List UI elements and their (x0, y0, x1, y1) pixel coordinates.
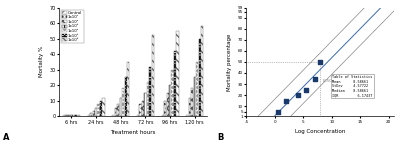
Bar (117, 104, 120, 116)
Bar (174, 51, 176, 116)
Bar (68, 115, 70, 116)
Bar (75, 115, 78, 116)
Bar (142, 101, 144, 116)
Bar (201, 26, 203, 116)
Bar (144, 93, 146, 116)
Bar (186, 115, 188, 116)
Bar (63, 115, 65, 116)
Point (283, 100, 290, 102)
Point (303, 88, 309, 91)
Point (274, 111, 281, 113)
Point (317, 61, 324, 63)
Bar (147, 82, 149, 116)
Bar (102, 98, 105, 116)
Bar (125, 77, 127, 116)
Bar (169, 85, 171, 116)
Bar (65, 115, 68, 116)
Text: LC50: LC50 (322, 79, 332, 83)
X-axis label: Treatment hours: Treatment hours (110, 130, 156, 135)
Bar (127, 62, 129, 116)
Y-axis label: Mortality percentage: Mortality percentage (227, 33, 232, 91)
Bar (70, 115, 72, 116)
Bar (166, 93, 169, 116)
Bar (73, 115, 75, 116)
Bar (152, 35, 154, 116)
Bar (88, 115, 90, 116)
Bar (137, 115, 139, 116)
Bar (100, 101, 102, 116)
Bar (189, 98, 191, 116)
Bar (194, 77, 196, 116)
Point (312, 77, 318, 80)
Bar (112, 115, 114, 116)
X-axis label: Log Concentration: Log Concentration (295, 129, 346, 134)
Bar (172, 70, 174, 116)
Bar (122, 88, 124, 116)
Bar (90, 113, 92, 116)
Bar (140, 104, 142, 116)
Bar (78, 115, 80, 116)
Bar (95, 108, 97, 116)
Y-axis label: Mortality %: Mortality % (39, 46, 44, 77)
Bar (98, 104, 100, 116)
Bar (176, 31, 179, 116)
Text: A: A (3, 133, 9, 142)
Bar (92, 111, 95, 116)
Bar (162, 115, 164, 116)
Point (294, 94, 301, 96)
Bar (120, 98, 122, 116)
Bar (196, 62, 198, 116)
Bar (115, 108, 117, 116)
Text: B: B (217, 133, 223, 142)
Bar (149, 67, 152, 116)
Text: Table of Statistics
Mean      8.58661
StDev     4.57722
Median    8.58661
IQR   : Table of Statistics Mean 8.58661 StDev 4… (332, 75, 373, 97)
Bar (199, 39, 201, 116)
Bar (164, 101, 166, 116)
Legend: Control, 1x10¹, 1x10², 1x10³, 1x10⁴, 1x10⁵, 1x10⁶: Control, 1x10¹, 1x10², 1x10³, 1x10⁴, 1x1… (61, 10, 84, 43)
Bar (191, 88, 194, 116)
